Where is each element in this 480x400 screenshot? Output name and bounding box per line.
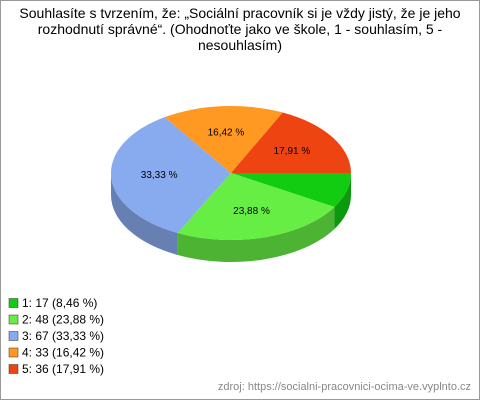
- source: zdroj: https://socialni-pracovnici-ocima…: [218, 381, 471, 393]
- pie-slice: [231, 173, 351, 207]
- slice-label: 23,88 %: [233, 206, 270, 217]
- legend-label: 3: 67 (33,33 %): [22, 329, 104, 343]
- slice-label: 16,42 %: [208, 128, 245, 139]
- legend-swatch: [8, 298, 19, 308]
- legend-label: 1: 17 (8,46 %): [22, 296, 97, 310]
- legend-swatch: [8, 347, 19, 358]
- pie-side: [334, 173, 351, 229]
- pie-slice: [164, 106, 283, 173]
- pie-side: [177, 206, 335, 262]
- pie-slice: [231, 112, 351, 173]
- slice-label: 33,33 %: [141, 170, 178, 181]
- slice-label: 17,91 %: [274, 146, 311, 157]
- legend-label: 2: 48 (23,88 %): [22, 313, 104, 327]
- legend-label: 4: 33 (16,42 %): [22, 346, 104, 360]
- legend-swatch: [8, 314, 19, 325]
- legend-swatch: [8, 364, 19, 374]
- pie-slice: [177, 173, 335, 240]
- pie-slice: [111, 117, 231, 234]
- legend-swatch: [8, 331, 19, 341]
- pie-side: [111, 173, 178, 256]
- chart-title: Souhlasíte s tvrzením, že: „Sociální pra…: [19, 5, 461, 53]
- legend-label: 5: 36 (17,91 %): [22, 362, 104, 376]
